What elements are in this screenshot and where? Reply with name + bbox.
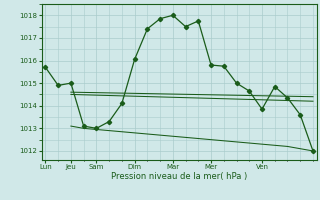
X-axis label: Pression niveau de la mer( hPa ): Pression niveau de la mer( hPa ): [111, 172, 247, 181]
